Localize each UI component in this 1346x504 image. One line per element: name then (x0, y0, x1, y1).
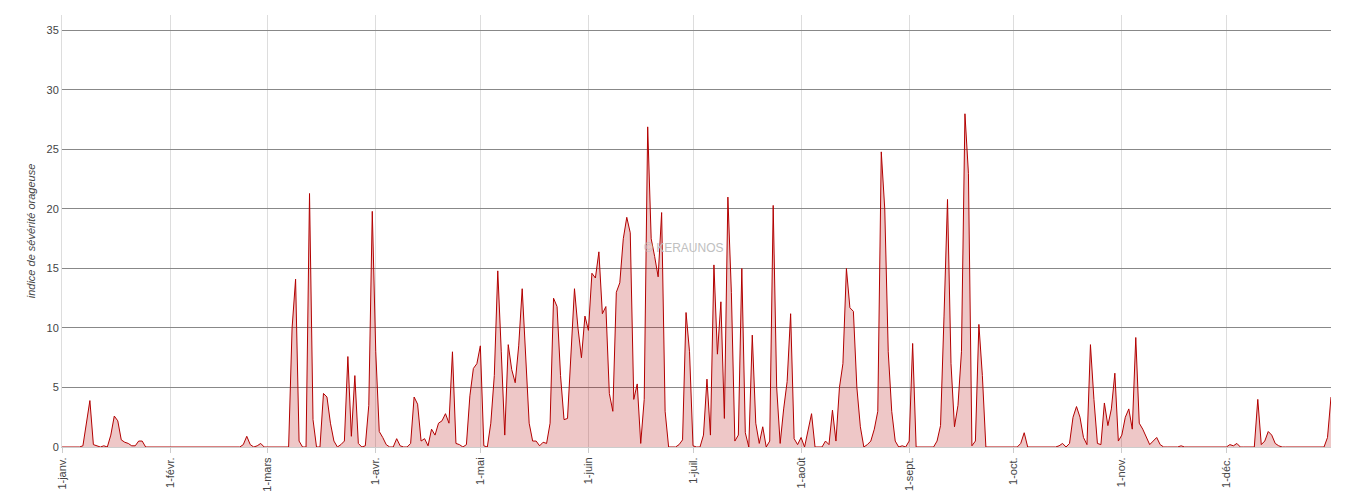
svg-text:1-nov.: 1-nov. (1115, 457, 1127, 487)
svg-text:15: 15 (47, 262, 59, 274)
svg-text:1-févr.: 1-févr. (164, 457, 176, 488)
svg-text:10: 10 (47, 322, 59, 334)
svg-text:0: 0 (53, 441, 59, 453)
svg-text:1-mars: 1-mars (261, 457, 273, 492)
svg-text:25: 25 (47, 143, 59, 155)
svg-text:20: 20 (47, 203, 59, 215)
svg-text:1-déc.: 1-déc. (1220, 457, 1232, 488)
svg-text:5: 5 (53, 381, 59, 393)
svg-text:© KERAUNOS: © KERAUNOS (644, 241, 724, 255)
svg-text:1-mai: 1-mai (474, 457, 486, 485)
svg-text:indice de sévérité orageuse: indice de sévérité orageuse (25, 164, 37, 299)
svg-text:1-juin: 1-juin (582, 457, 594, 484)
svg-text:1-août: 1-août (795, 457, 807, 488)
svg-text:35: 35 (47, 24, 59, 36)
svg-text:1-sept.: 1-sept. (903, 457, 915, 491)
svg-text:1-avr.: 1-avr. (369, 457, 381, 485)
svg-text:1-janv.: 1-janv. (56, 457, 68, 489)
svg-text:1-oct.: 1-oct. (1007, 457, 1019, 485)
svg-text:30: 30 (47, 84, 59, 96)
svg-text:1-juil.: 1-juil. (687, 457, 699, 483)
